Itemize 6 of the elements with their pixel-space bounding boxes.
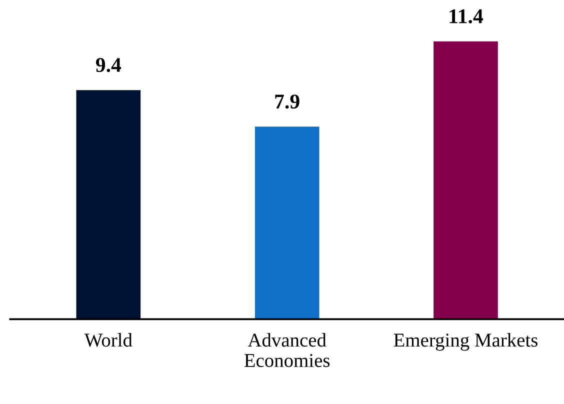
data-label: 9.4 bbox=[96, 58, 122, 72]
x-tick-label: Emerging Markets bbox=[394, 333, 538, 351]
x-tick-label: Advanced Economies bbox=[244, 333, 330, 368]
data-label: 11.4 bbox=[450, 9, 484, 24]
data-label: 7.9 bbox=[275, 94, 300, 109]
x-tick-label: World bbox=[84, 333, 132, 347]
